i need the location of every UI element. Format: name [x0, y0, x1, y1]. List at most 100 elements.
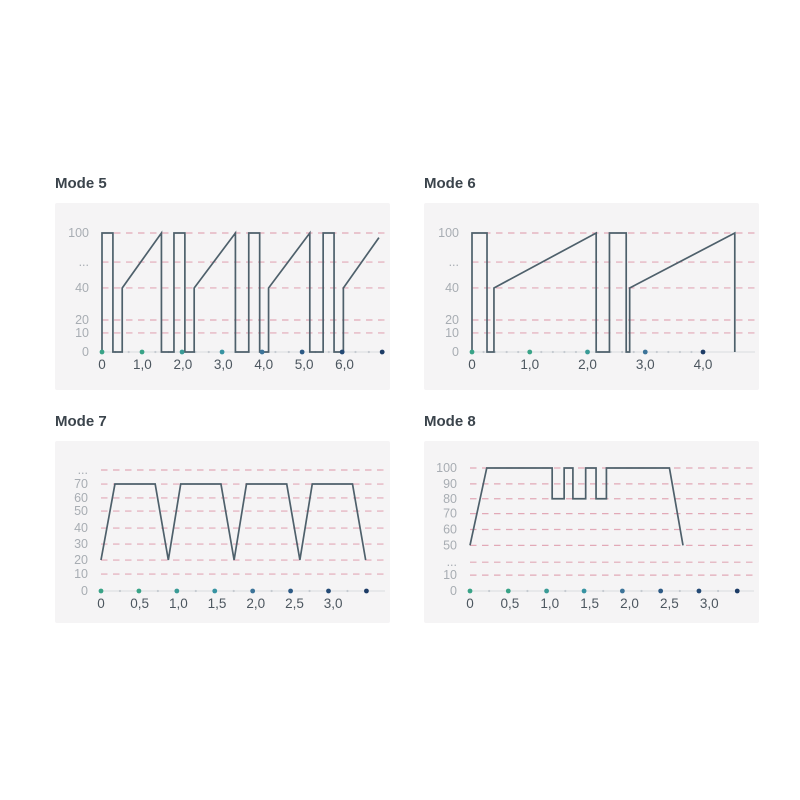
- x-tick-label: 4,0: [254, 357, 273, 372]
- y-tick-label: 80: [443, 492, 457, 506]
- axis-dot: [326, 588, 331, 594]
- y-tick-label: 90: [443, 477, 457, 491]
- axis-dot: [212, 588, 218, 594]
- minor-tick-dot: [551, 350, 554, 354]
- mode-7-panel: ... 70 60 50 40 30 20 10 0 0 0,5 1,0 1,5 2,0 2,5 3,0: [55, 441, 390, 623]
- x-tick-label: 0: [468, 357, 476, 372]
- axis-dot: [99, 349, 105, 355]
- mode-5-panel: 100... 40 20 10 0 0 1,0 2,0 3,0 4,0 5,0 6,0: [55, 203, 390, 390]
- y-tick-label: ...: [78, 463, 88, 477]
- minor-tick-dot: [354, 350, 357, 354]
- minor-tick-dot: [194, 589, 197, 593]
- x-tick-label: 1,5: [208, 596, 227, 611]
- axis-dot: [339, 349, 345, 355]
- mode-5-title: Mode 5: [55, 175, 107, 192]
- x-tick-label: 6,0: [335, 357, 354, 372]
- minor-tick-dot: [564, 589, 567, 593]
- x-tick-label: 4,0: [694, 357, 713, 372]
- y-tick-label: 100: [438, 226, 459, 240]
- y-tick-label: 10: [443, 568, 457, 582]
- minor-tick-dot: [632, 350, 635, 354]
- axis-dot: [288, 588, 293, 594]
- axis-dot: [174, 588, 180, 594]
- minor-tick-dot: [232, 589, 235, 593]
- y-tick-label: 60: [74, 491, 88, 505]
- minor-tick-dot: [574, 350, 578, 354]
- y-tick-label: 20: [445, 313, 459, 327]
- axis-dot: [259, 349, 265, 355]
- minor-tick-dot: [717, 589, 720, 593]
- y-tick-label: 20: [74, 553, 88, 567]
- minor-tick-dot: [563, 350, 566, 354]
- x-tick-label: 2,5: [660, 596, 679, 611]
- axis-dot: [98, 588, 104, 594]
- x-tick-label: 1,0: [540, 596, 559, 611]
- x-tick-label: 2,0: [173, 357, 192, 372]
- axis-dot: [700, 349, 706, 355]
- axis-dot: [469, 349, 475, 355]
- minor-tick-dot: [308, 589, 311, 593]
- y-tick-label: 30: [74, 537, 88, 551]
- y-tick-label: 50: [74, 504, 88, 518]
- waveform-line: [471, 231, 736, 353]
- minor-tick-dot: [621, 350, 624, 354]
- x-tick-label: 1,0: [169, 596, 188, 611]
- minor-tick-dot: [270, 589, 273, 593]
- mode-8-chart: Mode 8 100 90 80 70 60 50... 10 0 0 0,5 1,0 1,5 2,0 2…: [424, 412, 759, 623]
- minor-tick-dot: [346, 589, 349, 593]
- y-tick-label: 10: [75, 326, 89, 340]
- axis-dot: [179, 349, 185, 355]
- x-tick-label: 0: [97, 596, 105, 611]
- x-tick-label: 3,0: [636, 357, 655, 372]
- axis-dot: [136, 588, 142, 594]
- axis-dot: [219, 349, 225, 355]
- waveform-line: [100, 483, 367, 561]
- y-tick-label: 20: [75, 313, 89, 327]
- mode-8-panel: 100 90 80 70 60 50... 10 0 0 0,5 1,0 1,5 2,0 2,5 3,0: [424, 441, 759, 623]
- minor-tick-dot: [156, 589, 159, 593]
- minor-tick-dot: [367, 350, 370, 354]
- axis-dot: [379, 349, 385, 355]
- axis-dot: [642, 349, 648, 355]
- axis-dot: [581, 588, 587, 594]
- minor-tick-dot: [482, 350, 485, 354]
- minor-tick-dot: [655, 350, 658, 354]
- x-tick-label: 2,0: [246, 596, 265, 611]
- x-tick-label: 3,0: [214, 357, 233, 372]
- minor-tick-dot: [327, 350, 330, 354]
- y-tick-label: ...: [447, 555, 457, 569]
- y-tick-label: 0: [450, 584, 457, 598]
- x-tick-label: 3,0: [324, 596, 343, 611]
- minor-tick-dot: [207, 350, 210, 354]
- y-tick-label: 40: [445, 281, 459, 295]
- y-tick-label: 60: [443, 523, 457, 537]
- axis-dot: [467, 588, 473, 594]
- x-tick-label: 1,0: [133, 357, 152, 372]
- minor-tick-dot: [526, 589, 529, 593]
- y-tick-label: ...: [449, 255, 459, 269]
- x-tick-label: 1,0: [520, 357, 539, 372]
- y-tick-label: 70: [74, 477, 88, 491]
- axis-dot: [619, 588, 625, 594]
- y-tick-label: 70: [443, 507, 457, 521]
- axis-dot: [696, 588, 702, 594]
- y-tick-label: 0: [81, 584, 88, 598]
- minor-tick-dot: [678, 589, 681, 593]
- x-tick-label: 0,5: [130, 596, 149, 611]
- y-tick-label: 0: [82, 345, 89, 359]
- axis-dot: [299, 349, 305, 355]
- axis-dot: [139, 349, 145, 355]
- minor-tick-dot: [667, 350, 670, 354]
- minor-tick-dot: [690, 350, 693, 354]
- x-tick-label: 0,5: [500, 596, 519, 611]
- minor-tick-dot: [678, 350, 682, 354]
- x-tick-label: 0: [466, 596, 474, 611]
- x-tick-label: 2,0: [620, 596, 639, 611]
- axis-dot: [734, 588, 740, 594]
- axis-dot: [585, 349, 590, 355]
- minor-tick-dot: [540, 350, 543, 354]
- minor-tick-dot: [505, 350, 508, 354]
